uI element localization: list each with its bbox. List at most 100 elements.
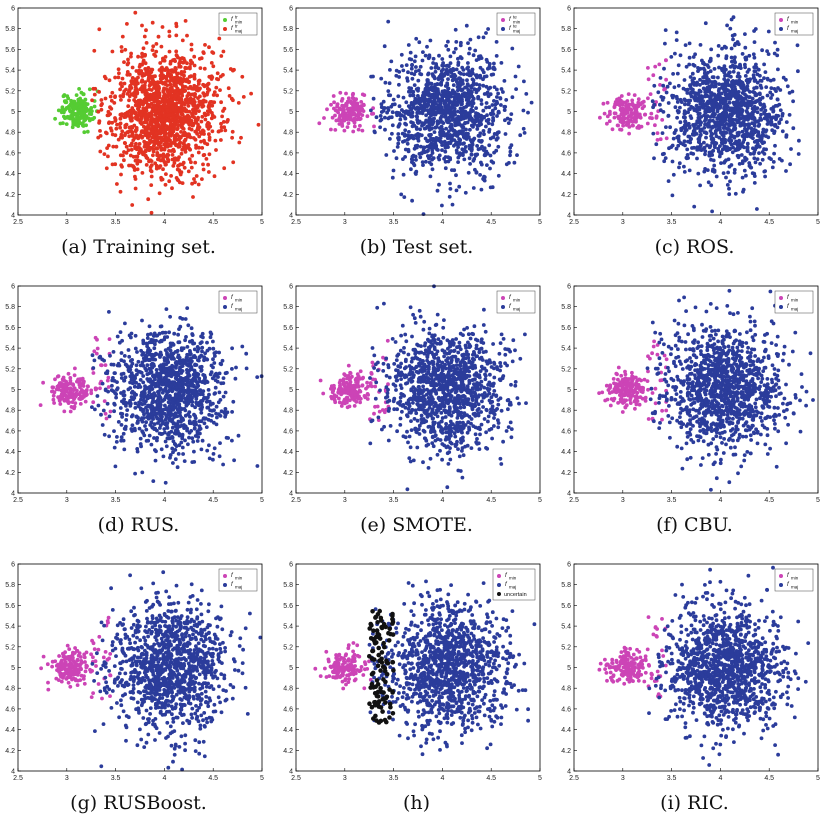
scatter-point-train_maj [96,136,100,140]
scatter-point-min [660,118,664,122]
scatter-point-maj [406,70,410,74]
scatter-point-maj [753,124,757,128]
scatter-point-min [361,93,365,97]
scatter-point-maj [426,73,430,77]
scatter-point-train_min [67,105,71,109]
scatter-point-train_min [79,99,83,103]
scatter-point-min [620,109,624,113]
scatter-point-maj [433,130,437,134]
scatter-point-maj [693,95,697,99]
scatter-point-maj [436,189,440,193]
scatter-point-maj [432,105,436,109]
scatter-point-maj [696,92,700,96]
scatter-point-maj [167,330,171,334]
scatter-point-train_min [88,87,92,91]
scatter-point-train_maj [142,46,146,50]
scatter-point-train_maj [152,104,156,108]
scatter-point-maj [491,119,495,123]
scatter-point-maj [144,428,148,432]
scatter-point-maj [429,142,433,146]
scatter-point-maj [661,84,665,88]
scatter-point-maj [758,162,762,166]
scatter-point-maj [429,175,433,179]
scatter-point-maj [733,103,737,107]
scatter-point-maj [779,118,783,122]
y-tick-label: 5.4 [5,68,15,75]
scatter-point-train_maj [193,73,197,77]
scatter-point-train_maj [125,22,129,26]
scatter-point-train_maj [175,53,179,57]
scatter-point-train_min [76,111,80,115]
scatter-point-train_maj [231,160,235,164]
scatter-point-maj [490,73,494,77]
scatter-point-maj [479,147,483,151]
scatter-point-maj [428,116,432,120]
scatter-point-maj [432,156,436,160]
scatter-point-maj [695,157,699,161]
scatter-point-min [343,129,347,133]
scatter-point-maj [495,40,499,44]
y-tick-label: 4 [11,213,15,220]
scatter-point-maj [728,71,732,75]
scatter-point-train_maj [123,141,127,145]
scatter-point-maj [665,91,669,95]
scatter-point-maj [435,136,439,140]
scatter-point-maj [466,82,470,86]
scatter-point-maj [466,41,470,45]
scatter-point-train_maj [164,98,168,102]
scatter-point-maj [757,151,761,155]
scatter-point-min [58,402,62,406]
scatter-point-maj [412,162,416,166]
scatter-point-maj [748,77,752,81]
scatter-point-train_maj [181,133,185,137]
scatter-point-maj [386,117,390,121]
scatter-point-maj [383,116,387,120]
scatter-point-maj [424,126,428,130]
scatter-point-maj [135,350,139,354]
scatter-point-maj [471,143,475,147]
scatter-point-maj [671,72,675,76]
scatter-point-maj [445,68,449,72]
scatter-point-maj [406,142,410,146]
scatter-point-train_maj [229,67,233,71]
scatter-point-maj [708,146,712,150]
scatter-point-maj [418,72,422,76]
scatter-point-train_maj [174,34,178,38]
scatter-point-maj [703,95,707,99]
scatter-point-min [67,372,71,376]
scatter-point-maj [422,146,426,150]
scatter-point-maj [386,89,390,93]
scatter-point-maj [504,98,508,102]
scatter-point-maj [693,52,697,56]
scatter-point-maj [756,157,760,161]
scatter-point-maj [756,139,760,143]
scatter-point-maj [761,131,765,135]
scatter-point-maj [390,115,394,119]
scatter-point-train_maj [168,130,172,134]
scatter-point-train_maj [166,119,170,123]
scatter-point-min [606,101,610,105]
scatter-point-train_min [72,105,76,109]
scatter-point-maj [674,105,678,109]
scatter-point-train_maj [185,34,189,38]
scatter-point-train_min [71,125,75,129]
scatter-point-maj [513,161,517,165]
x-tick-label: 4 [440,219,444,226]
scatter-point-train_maj [225,120,229,124]
scatter-point-maj [769,157,773,161]
scatter-point-maj [677,111,681,115]
scatter-point-maj [468,47,472,51]
scatter-point-train_maj [140,80,144,84]
scatter-point-maj [420,121,424,125]
scatter-point-maj [110,384,114,388]
scatter-point-train_maj [126,104,130,108]
scatter-point-train_maj [174,67,178,71]
scatter-point-maj [652,103,656,107]
scatter-point-min [351,102,355,106]
scatter-point-min [640,125,644,129]
scatter-point-maj [699,43,703,47]
scatter-point-train_maj [177,65,181,69]
scatter-point-maj [495,100,499,104]
scatter-point-maj [703,152,707,156]
scatter-point-maj [479,161,483,165]
